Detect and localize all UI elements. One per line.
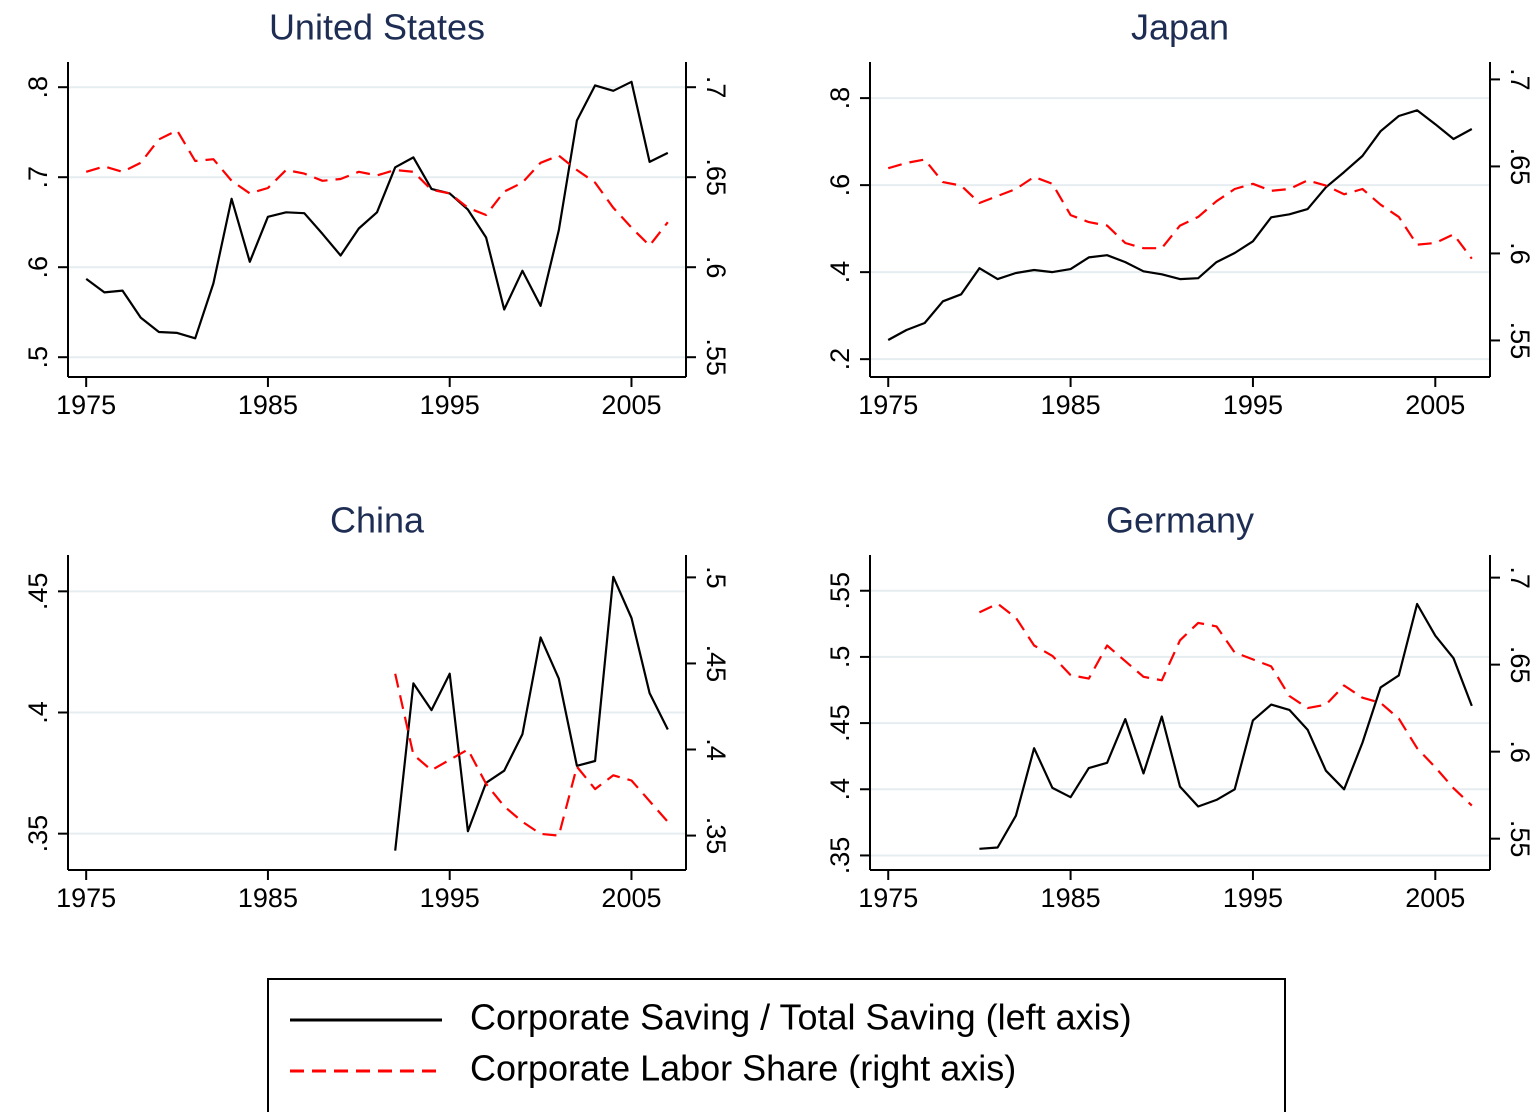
- x-tick-label: 1995: [1223, 390, 1283, 420]
- x-tick-label: 1975: [56, 390, 116, 420]
- y2-tick-label: .55: [1505, 820, 1535, 858]
- x-tick-label: 2005: [1405, 390, 1465, 420]
- series-line: [887, 158, 1473, 260]
- y-tick-label: .4: [825, 261, 855, 284]
- y-tick-label: .7: [23, 166, 53, 189]
- series-line: [85, 129, 669, 247]
- y2-tick-label: .5: [701, 566, 731, 589]
- x-tick-label: 1985: [238, 390, 298, 420]
- legend-label: Corporate Labor Share (right axis): [470, 1048, 1016, 1089]
- series-line: [978, 602, 1473, 807]
- x-tick-label: 1985: [238, 883, 298, 913]
- x-tick-label: 2005: [601, 390, 661, 420]
- y-tick-label: .8: [825, 87, 855, 110]
- y2-tick-label: .65: [701, 158, 731, 196]
- y2-tick-label: .6: [1505, 242, 1535, 265]
- panel-title: United States: [269, 7, 485, 48]
- legend-box: [267, 978, 1286, 1112]
- x-tick-label: 1985: [1041, 883, 1101, 913]
- x-tick-label: 1995: [1223, 883, 1283, 913]
- x-tick-label: 1985: [1041, 390, 1101, 420]
- y-tick-label: .4: [825, 778, 855, 801]
- series-line: [979, 602, 1473, 850]
- y-tick-label: .55: [825, 572, 855, 610]
- y-tick-label: .35: [825, 837, 855, 875]
- x-tick-label: 2005: [1405, 883, 1465, 913]
- panel-title: Germany: [1106, 500, 1254, 541]
- y-tick-label: .6: [825, 174, 855, 197]
- y2-tick-label: .55: [1505, 322, 1535, 360]
- y-tick-label: .5: [23, 346, 53, 369]
- y2-tick-label: .65: [1505, 148, 1535, 186]
- x-tick-label: 1975: [56, 883, 116, 913]
- y-tick-label: .45: [23, 573, 53, 611]
- series-line: [85, 80, 669, 340]
- y2-tick-label: .6: [1505, 740, 1535, 763]
- y-tick-label: .8: [23, 76, 53, 99]
- y-tick-label: .45: [825, 704, 855, 742]
- series-line: [394, 575, 669, 851]
- y2-tick-label: .35: [701, 817, 731, 855]
- y-tick-label: .5: [825, 646, 855, 669]
- x-tick-label: 1975: [858, 390, 918, 420]
- y2-tick-label: .7: [701, 76, 731, 99]
- y2-tick-label: .45: [701, 645, 731, 683]
- legend-label: Corporate Saving / Total Saving (left ax…: [470, 997, 1132, 1038]
- series-line: [394, 673, 669, 837]
- x-tick-label: 1995: [420, 390, 480, 420]
- x-tick-label: 1995: [420, 883, 480, 913]
- x-tick-label: 2005: [601, 883, 661, 913]
- y-tick-label: .35: [23, 815, 53, 853]
- panel-title: Japan: [1131, 7, 1229, 48]
- y-tick-label: .6: [23, 256, 53, 279]
- y-tick-label: .4: [23, 701, 53, 724]
- y2-tick-label: .4: [701, 738, 731, 761]
- y2-tick-label: .55: [701, 338, 731, 376]
- y2-tick-label: .7: [1505, 566, 1535, 589]
- series-line: [887, 109, 1473, 341]
- y2-tick-label: .6: [701, 256, 731, 279]
- y-tick-label: .2: [825, 348, 855, 371]
- y2-tick-label: .7: [1505, 68, 1535, 91]
- panel-title: China: [330, 500, 425, 541]
- y2-tick-label: .65: [1505, 646, 1535, 684]
- x-tick-label: 1975: [858, 883, 918, 913]
